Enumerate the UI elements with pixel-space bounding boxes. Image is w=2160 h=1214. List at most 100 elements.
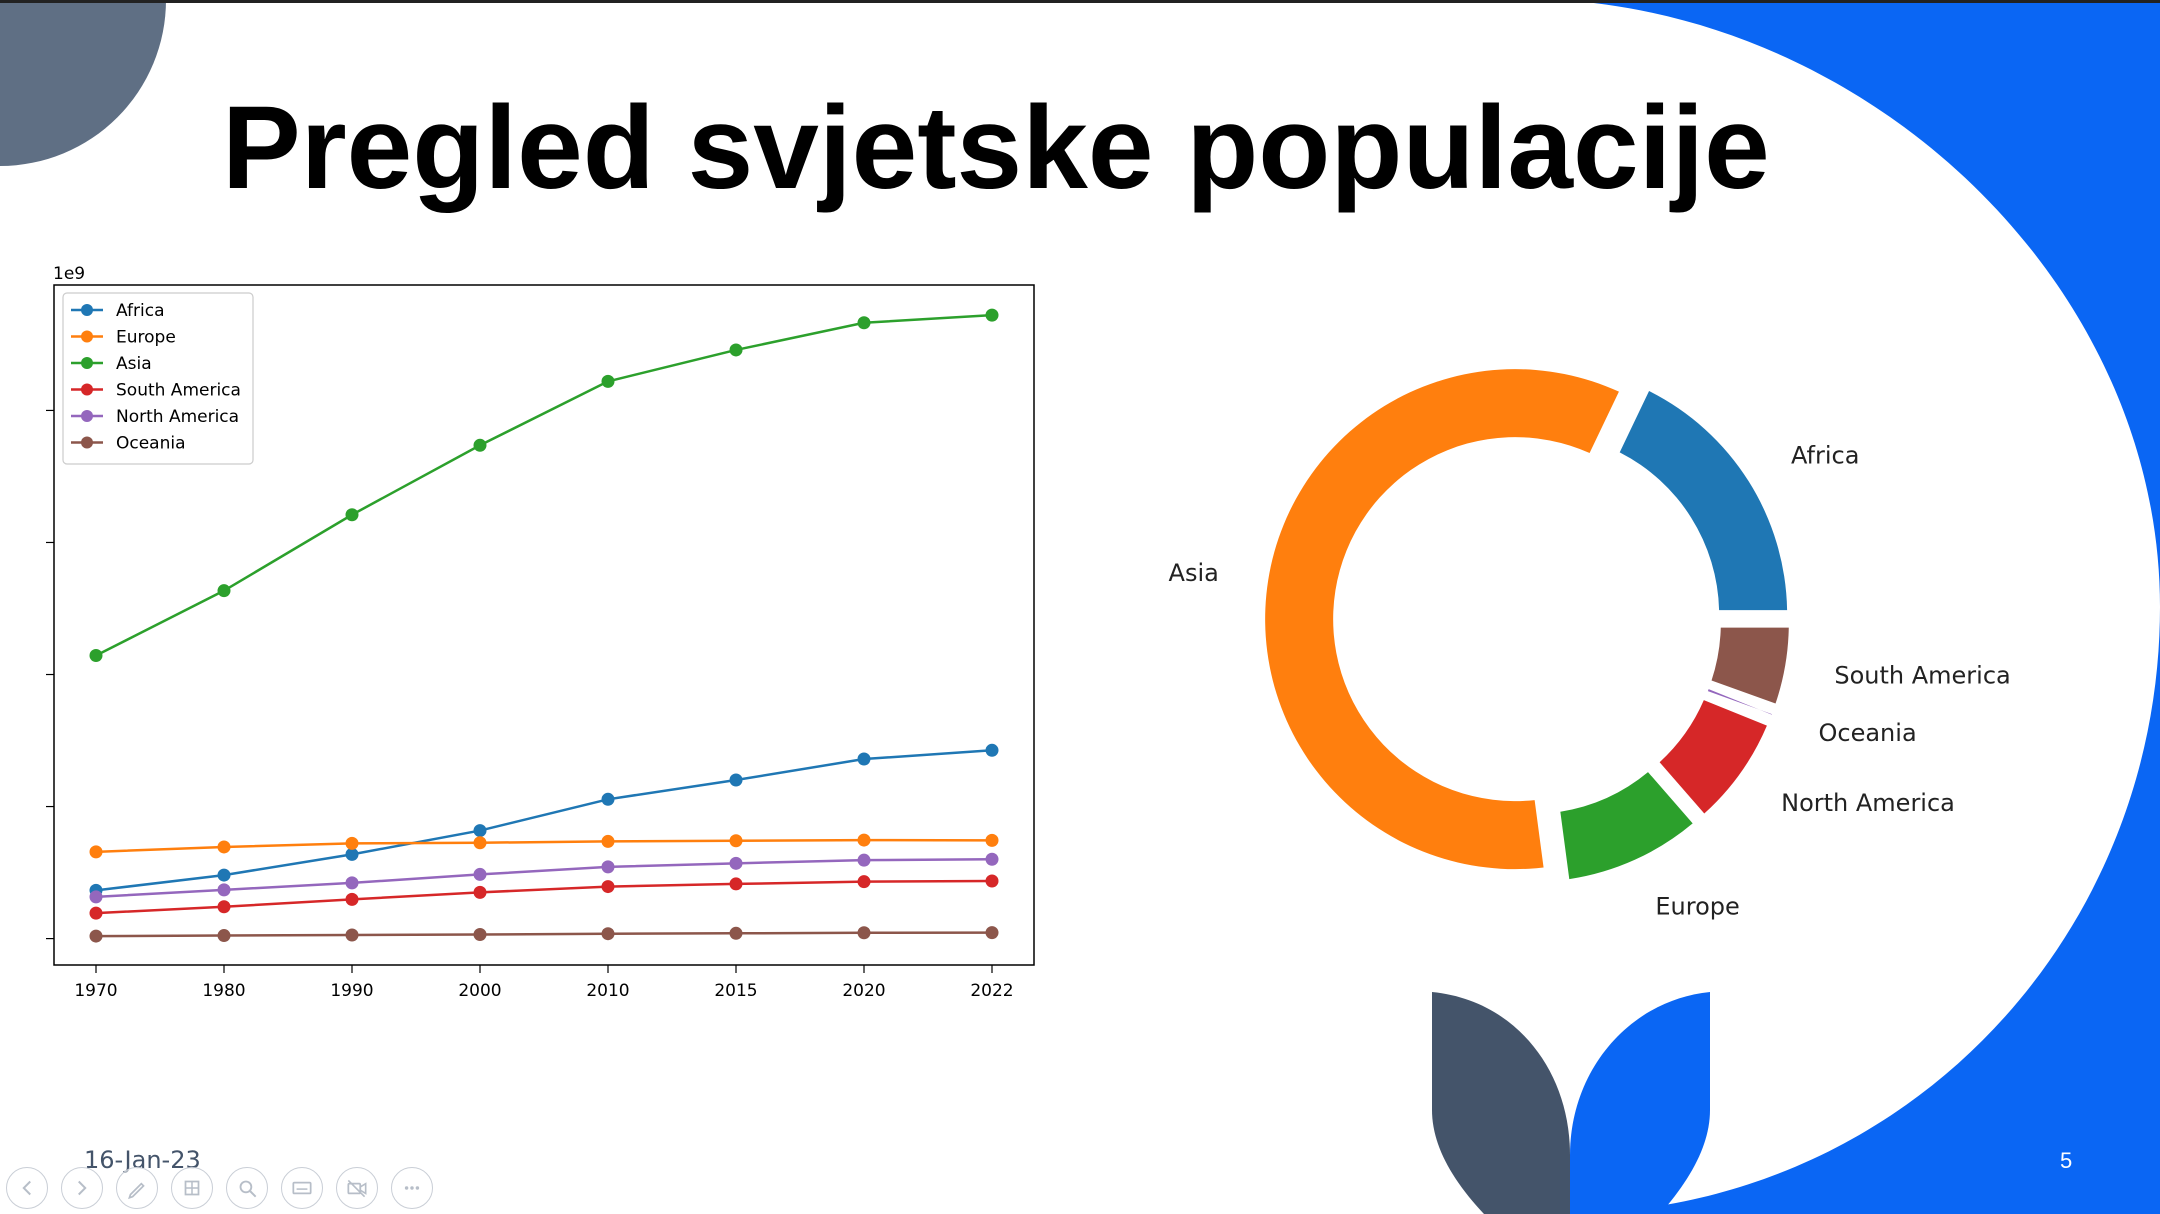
more-options-button[interactable] bbox=[391, 1167, 433, 1209]
data-point-oceania bbox=[857, 926, 871, 940]
data-point-oceania bbox=[217, 929, 231, 943]
legend-marker bbox=[81, 357, 93, 369]
data-point-asia bbox=[217, 584, 231, 598]
zoom-button[interactable] bbox=[226, 1167, 268, 1209]
population-line-chart: 1e9 0 1 2 3 4 1970 1980 1990 2000 2010 2015 2020 2022… bbox=[40, 264, 1035, 1001]
series-line-south-america bbox=[95, 879, 993, 915]
data-point-asia bbox=[729, 343, 743, 357]
y-tick-label: 0 bbox=[40, 930, 41, 950]
series-line-oceania bbox=[95, 931, 993, 938]
pen-icon bbox=[128, 1182, 145, 1200]
data-point-asia bbox=[345, 508, 359, 522]
data-point-africa bbox=[985, 743, 999, 757]
presentation-toolbar bbox=[6, 1164, 433, 1212]
previous-slide-button[interactable] bbox=[6, 1167, 48, 1209]
x-tick-label: 2022 bbox=[970, 981, 1013, 1001]
data-point-asia bbox=[473, 438, 487, 452]
data-point-north-america bbox=[89, 890, 103, 904]
all-slides-button[interactable] bbox=[171, 1167, 213, 1209]
data-point-oceania bbox=[601, 927, 615, 941]
slide-number: 5 bbox=[2060, 1148, 2073, 1173]
x-tick-label: 2020 bbox=[842, 981, 885, 1001]
x-tick-label: 2000 bbox=[458, 981, 501, 1001]
subtitles-button[interactable] bbox=[281, 1167, 323, 1209]
legend-label: North America bbox=[116, 407, 239, 427]
donut-label-africa: Africa bbox=[1791, 442, 1859, 470]
chart-legend bbox=[62, 292, 254, 465]
data-point-asia bbox=[601, 374, 615, 388]
y-tick-label: 3 bbox=[40, 533, 41, 553]
donut-slice-africa bbox=[1619, 391, 1788, 611]
legend-label: Europe bbox=[116, 328, 176, 348]
magnifier-icon bbox=[239, 1180, 257, 1198]
legend-label: Africa bbox=[116, 301, 165, 321]
data-point-south-america bbox=[89, 906, 103, 920]
data-point-africa bbox=[601, 792, 615, 806]
data-point-africa bbox=[345, 847, 359, 861]
data-point-north-america bbox=[345, 876, 359, 890]
data-point-africa bbox=[729, 773, 743, 787]
series-line-africa bbox=[95, 749, 993, 892]
x-tick-label: 2010 bbox=[586, 981, 629, 1001]
data-point-africa bbox=[217, 868, 231, 882]
data-point-africa bbox=[857, 752, 871, 766]
y-tick-label: 4 bbox=[40, 401, 41, 421]
data-point-north-america bbox=[601, 860, 615, 874]
data-point-north-america bbox=[857, 853, 871, 867]
data-point-north-america bbox=[473, 867, 487, 881]
series-line-asia bbox=[95, 313, 993, 657]
subtitles-icon bbox=[292, 1181, 312, 1195]
slides-grid-icon bbox=[184, 1180, 200, 1196]
data-point-north-america bbox=[729, 856, 743, 870]
leaf-right-shape bbox=[1570, 992, 1710, 1214]
data-point-europe bbox=[729, 834, 743, 848]
legend-label: Asia bbox=[116, 354, 152, 374]
legend-label: South America bbox=[116, 381, 241, 401]
x-tick-label: 2015 bbox=[714, 981, 757, 1001]
ellipsis-icon bbox=[404, 1186, 420, 1190]
data-point-oceania bbox=[89, 929, 103, 943]
series-line-europe bbox=[95, 838, 993, 854]
data-point-south-america bbox=[729, 877, 743, 891]
data-point-oceania bbox=[729, 926, 743, 940]
legend-marker bbox=[81, 410, 93, 422]
arrow-right-icon bbox=[78, 1180, 87, 1196]
data-point-south-america bbox=[857, 875, 871, 889]
legend-label: Oceania bbox=[116, 434, 186, 454]
donut-slice-asia bbox=[1265, 369, 1619, 870]
camera-toggle-button[interactable] bbox=[336, 1167, 378, 1209]
data-point-europe bbox=[217, 840, 231, 854]
next-slide-button[interactable] bbox=[61, 1167, 103, 1209]
data-point-europe bbox=[601, 834, 615, 848]
data-point-asia bbox=[857, 316, 871, 330]
blue-corner-shape bbox=[1560, 0, 2160, 1214]
camera-off-icon bbox=[347, 1179, 367, 1198]
donut-slice-south-america bbox=[1711, 627, 1789, 704]
donut-label-south-america: South America bbox=[1834, 662, 2010, 690]
y-tick-label: 1 bbox=[40, 798, 41, 818]
legend-marker bbox=[81, 383, 93, 396]
data-point-oceania bbox=[345, 928, 359, 942]
x-tick-label: 1970 bbox=[74, 981, 117, 1001]
data-point-north-america bbox=[217, 883, 231, 897]
donut-label-north-america: North America bbox=[1781, 789, 1955, 817]
data-point-oceania bbox=[473, 927, 487, 941]
data-point-south-america bbox=[601, 880, 615, 894]
data-point-europe bbox=[857, 833, 871, 847]
plot-area bbox=[53, 284, 1035, 966]
data-point-europe bbox=[345, 836, 359, 850]
donut-slice-north-america bbox=[1659, 700, 1767, 814]
y-tick-label: 2 bbox=[40, 666, 41, 686]
leaf-left-shape bbox=[1432, 992, 1570, 1214]
donut-slice-oceania bbox=[1707, 689, 1772, 715]
data-point-europe bbox=[89, 845, 103, 859]
slide-title: Pregled svjetske populacije bbox=[222, 82, 1770, 214]
data-point-south-america bbox=[345, 892, 359, 906]
data-point-africa bbox=[473, 824, 487, 838]
data-point-oceania bbox=[985, 926, 999, 940]
x-tick-label: 1980 bbox=[202, 981, 245, 1001]
data-point-europe bbox=[985, 833, 999, 847]
pen-tool-button[interactable] bbox=[116, 1167, 158, 1209]
donut-label-oceania: Oceania bbox=[1819, 719, 1917, 747]
